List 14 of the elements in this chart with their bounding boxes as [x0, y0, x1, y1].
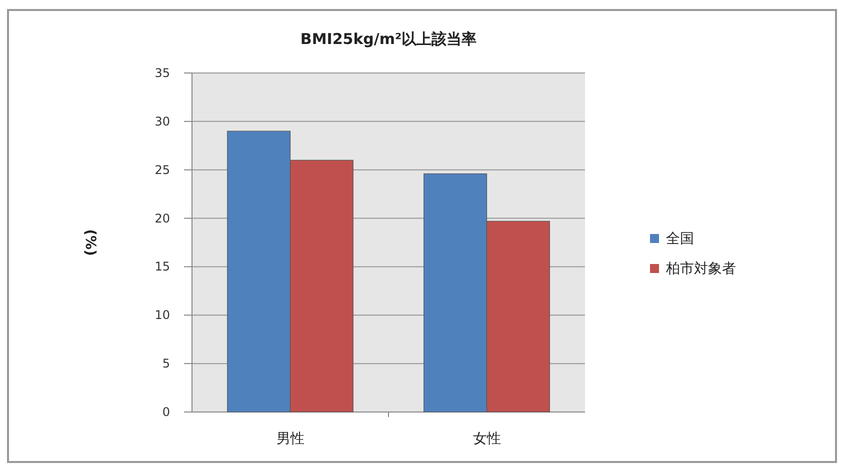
legend-label: 全国 — [666, 231, 694, 247]
y-tick-label: 5 — [162, 356, 170, 371]
y-tick-label: 25 — [154, 162, 170, 177]
y-tick-label: 10 — [154, 308, 170, 322]
y-tick-label: 35 — [154, 66, 170, 80]
x-tick-label: 男性 — [276, 431, 304, 447]
y-tick-label: 20 — [154, 211, 170, 226]
y-tick-label: 30 — [154, 114, 170, 128]
y-tick-label: 0 — [162, 405, 170, 419]
y-axis-title: (%) — [82, 229, 98, 256]
x-tick-label: 女性 — [472, 431, 501, 447]
y-tick-label: 15 — [154, 260, 170, 274]
chart-title: BMI25kg/m²以上該当率 — [300, 30, 477, 48]
legend-label: 柏市対象者 — [665, 261, 736, 277]
